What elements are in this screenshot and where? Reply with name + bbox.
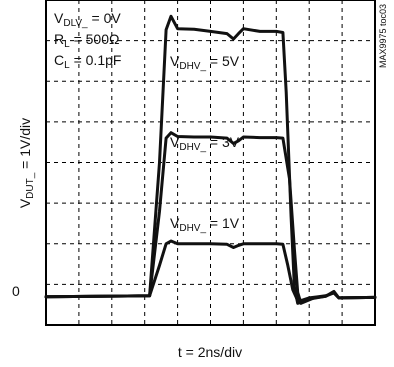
series-annotation-3v: VDHV_ = 3V [170, 134, 240, 153]
waveform-series-2 [44, 239, 377, 303]
x-axis-label: t = 2ns/div [178, 344, 242, 360]
figure-id-label: MAX9975 toc03 [378, 4, 388, 68]
y-axis-label: VDUT_ = 1V/div [17, 118, 36, 208]
series-annotation-1v: VDHV_ = 1V [170, 215, 240, 234]
cl-setting-label: CL = 0.1pF [54, 52, 121, 71]
rl-setting-label: RL = 500Ω [54, 31, 119, 50]
plot-frame [45, 0, 376, 326]
chart-grid [46, 0, 375, 325]
series-annotation-5v: VDHV_ = 5V [170, 53, 240, 72]
vdlv-setting-label: VDLV_ = 0V [54, 10, 121, 29]
waveform-traces [44, 14, 377, 305]
y-zero-label: 0 [12, 283, 20, 299]
